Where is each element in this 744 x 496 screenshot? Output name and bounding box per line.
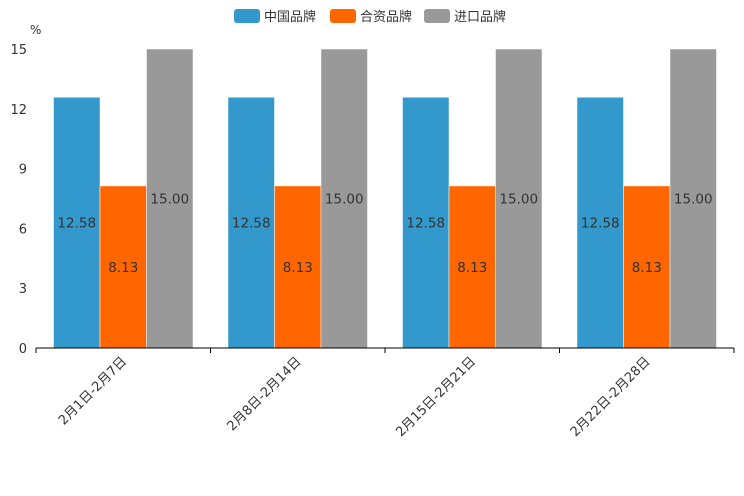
- legend-swatch-3[interactable]: [424, 9, 450, 23]
- bar-合资品牌-2[interactable]: [274, 185, 322, 349]
- bar-合资品牌-1[interactable]: [99, 185, 147, 349]
- y-tick-label-0: 0: [19, 342, 27, 357]
- bar-label-进口品牌-2: 15.00: [325, 192, 364, 208]
- y-tick-label-9: 9: [19, 163, 27, 178]
- bar-label-合资品牌-3: 8.13: [457, 260, 487, 276]
- bar-label-中国品牌-3: 12.58: [406, 216, 445, 232]
- legend-label-3[interactable]: 进口品牌: [454, 9, 506, 25]
- y-tick-label-6: 6: [19, 222, 27, 237]
- bar-value-labels: 12.58 8.13 15.00 12.58 8.13 15.00 12.58 8.13 15.…: [57, 192, 712, 276]
- y-tick-label-3: 3: [19, 282, 27, 297]
- bar-label-中国品牌-1: 12.58: [57, 216, 96, 232]
- y-axis: 0 3 6 9 12 15: [10, 43, 27, 357]
- x-category-label-4: 2月22日-2月28日: [568, 354, 654, 440]
- bar-label-中国品牌-4: 12.58: [581, 216, 620, 232]
- x-axis: 2月1日-2月7日 2月8日-2月14日 2月15日-2月21日 2月22日-2月28…: [35, 347, 735, 440]
- bar-进口品牌-1[interactable]: [146, 48, 194, 349]
- legend-label-2[interactable]: 合资品牌: [360, 9, 412, 25]
- bar-进口品牌-2[interactable]: [320, 48, 368, 349]
- y-tick-label-12: 12: [10, 103, 27, 118]
- bar-label-中国品牌-2: 12.58: [232, 216, 271, 232]
- bar-label-合资品牌-2: 8.13: [283, 260, 313, 276]
- legend-swatch-1[interactable]: [234, 9, 260, 23]
- bar-进口品牌-4[interactable]: [669, 48, 717, 349]
- y-tick-label-15: 15: [10, 43, 27, 58]
- legend-label-1[interactable]: 中国品牌: [264, 9, 316, 25]
- bar-label-进口品牌-3: 15.00: [499, 192, 538, 208]
- bar-label-进口品牌-1: 15.00: [150, 192, 189, 208]
- bar-中国品牌-3[interactable]: [402, 96, 450, 349]
- bar-中国品牌-2[interactable]: [227, 96, 275, 349]
- bar-中国品牌-4[interactable]: [576, 96, 624, 349]
- bars: [53, 48, 717, 349]
- legend: 中国品牌 合资品牌 进口品牌: [234, 9, 506, 25]
- bar-label-合资品牌-4: 8.13: [632, 260, 662, 276]
- bar-合资品牌-3[interactable]: [448, 185, 496, 349]
- x-category-label-2: 2月8日-2月14日: [225, 354, 305, 434]
- bar-label-进口品牌-4: 15.00: [674, 192, 713, 208]
- legend-swatch-2[interactable]: [330, 9, 356, 23]
- bar-中国品牌-1[interactable]: [53, 96, 101, 349]
- x-category-label-1: 2月1日-2月7日: [56, 354, 130, 428]
- bar-label-合资品牌-1: 8.13: [108, 260, 138, 276]
- x-category-label-3: 2月15日-2月21日: [393, 354, 479, 440]
- y-axis-unit-label: %: [30, 23, 41, 37]
